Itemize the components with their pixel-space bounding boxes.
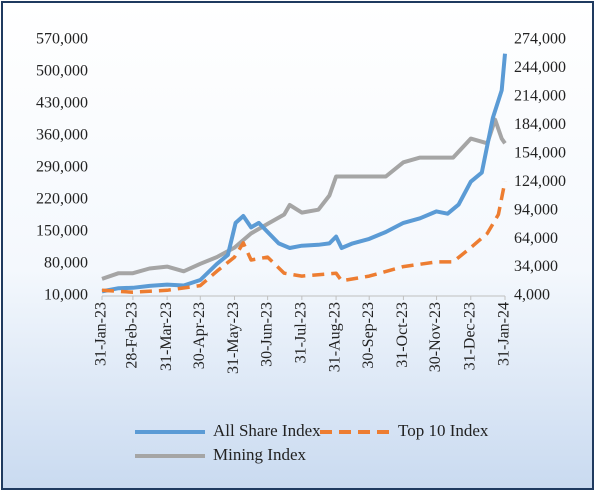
y-tick-label: 290,000 bbox=[36, 159, 88, 176]
y2-tick-label: 4,000 bbox=[514, 287, 550, 304]
y-tick-label: 150,000 bbox=[36, 223, 88, 240]
x-tick-label: 31-Jan-23 bbox=[93, 302, 110, 366]
y2-tick-label: 274,000 bbox=[514, 31, 566, 48]
y2-tick-label: 214,000 bbox=[514, 88, 566, 105]
y2-tick-label: 124,000 bbox=[514, 173, 566, 190]
x-tick-label: 30-Sep-23 bbox=[360, 302, 377, 369]
x-tick-label: 31-May-23 bbox=[225, 302, 242, 374]
y-tick-label: 80,000 bbox=[44, 255, 88, 272]
x-tick-label: 30-Jun-23 bbox=[258, 302, 275, 367]
x-tick-label: 31-Oct-23 bbox=[394, 302, 411, 368]
y-tick-label: 570,000 bbox=[36, 31, 88, 48]
y-tick-label: 360,000 bbox=[36, 127, 88, 144]
series-line bbox=[101, 117, 507, 281]
y2-tick-label: 184,000 bbox=[514, 116, 566, 133]
x-tick-label: 31-Jul-23 bbox=[293, 302, 310, 363]
y2-tick-label: 244,000 bbox=[514, 59, 566, 76]
y2-tick-label: 34,000 bbox=[514, 258, 558, 275]
y-tick-label: 10,000 bbox=[44, 287, 88, 304]
y2-tick-label: 154,000 bbox=[514, 144, 566, 161]
x-tick-label: 30-Apr-23 bbox=[191, 302, 208, 369]
x-tick-label: 31-Dec-23 bbox=[461, 302, 478, 370]
series-line bbox=[101, 180, 507, 294]
x-tick-label: 30-Nov-23 bbox=[427, 302, 444, 372]
y2-tick-label: 94,000 bbox=[514, 201, 558, 218]
x-tick-label: 31-Aug-23 bbox=[327, 302, 344, 372]
y-tick-label: 430,000 bbox=[36, 95, 88, 112]
legend-label: All Share Index bbox=[213, 421, 321, 440]
legend-label: Mining Index bbox=[213, 445, 307, 464]
x-tick-label: 31-Jan-24 bbox=[496, 302, 513, 366]
x-tick-label: 31-Mar-23 bbox=[158, 302, 175, 371]
y-tick-label: 500,000 bbox=[36, 63, 88, 80]
y-tick-label: 220,000 bbox=[36, 191, 88, 208]
x-tick-label: 28-Feb-23 bbox=[124, 302, 141, 369]
series-line bbox=[101, 53, 507, 294]
y2-tick-label: 64,000 bbox=[514, 230, 558, 247]
legend-label: Top 10 Index bbox=[398, 421, 489, 440]
